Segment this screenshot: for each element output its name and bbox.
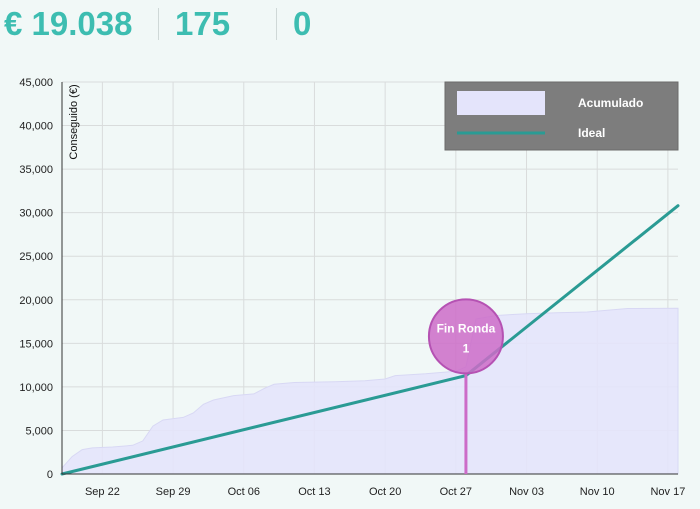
annotation-marker <box>427 298 504 375</box>
y-tick-label: 20,000 <box>19 295 53 307</box>
y-tick-label: 40,000 <box>19 121 53 133</box>
third-stat-value: 0 <box>293 5 312 42</box>
y-tick-label: 45,000 <box>19 77 53 89</box>
series-area-acumulado <box>61 307 679 475</box>
x-tick-label: Nov 03 <box>509 486 544 498</box>
y-tick-label: 0 <box>47 469 53 481</box>
donation-count: 175 <box>175 5 231 42</box>
annotation-label-number: 1 <box>463 341 470 355</box>
legend-label-ideal: Ideal <box>578 126 605 140</box>
y-axis-label: Conseguido (€) <box>68 84 80 159</box>
stats-bar: € 19.038 175 0 <box>0 0 700 50</box>
stats-divider <box>158 8 159 40</box>
x-tick-label: Nov 17 <box>650 486 685 498</box>
legend-swatch-acumulado <box>457 91 545 115</box>
legend-label-acumulado: Acumulado <box>578 96 643 110</box>
y-tick-label: 35,000 <box>19 164 53 176</box>
x-tick-label: Oct 06 <box>228 486 260 498</box>
stats-divider <box>276 8 277 40</box>
x-tick-label: Oct 27 <box>440 486 472 498</box>
y-tick-label: 25,000 <box>19 251 53 263</box>
x-tick-label: Oct 20 <box>369 486 401 498</box>
x-tick-label: Nov 10 <box>580 486 615 498</box>
y-tick-label: 15,000 <box>19 338 53 350</box>
raised-amount: € 19.038 <box>4 5 133 42</box>
x-tick-label: Sep 22 <box>85 486 120 498</box>
y-tick-label: 30,000 <box>19 208 53 220</box>
annotation-label: Fin Ronda <box>437 321 496 335</box>
x-tick-label: Sep 29 <box>156 486 191 498</box>
y-tick-label: 10,000 <box>19 382 53 394</box>
x-tick-label: Oct 13 <box>298 486 330 498</box>
y-tick-label: 5,000 <box>25 425 53 437</box>
